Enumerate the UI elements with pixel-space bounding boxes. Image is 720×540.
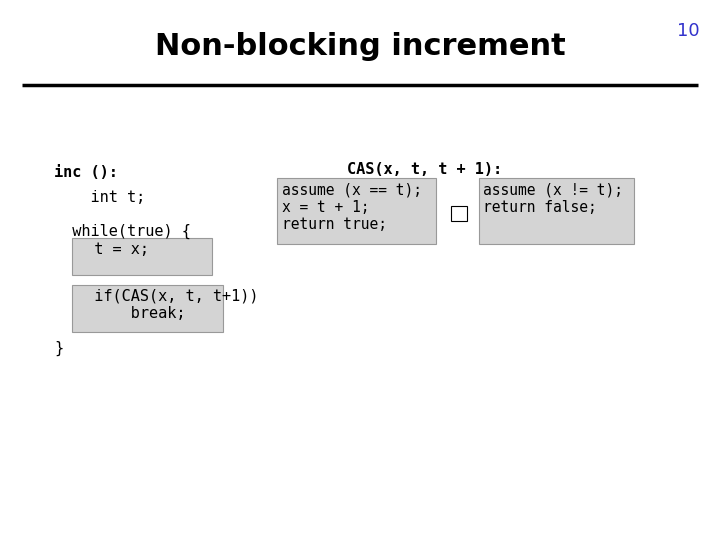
Text: inc ():: inc (): — [54, 165, 118, 180]
Text: while(true) {: while(true) { — [54, 224, 191, 239]
FancyBboxPatch shape — [72, 238, 212, 275]
Text: 10: 10 — [678, 22, 700, 39]
Text: assume (x != t);
return false;: assume (x != t); return false; — [483, 183, 623, 215]
FancyBboxPatch shape — [277, 178, 436, 244]
Text: assume (x == t);
x = t + 1;
return true;: assume (x == t); x = t + 1; return true; — [282, 183, 421, 232]
Text: }: } — [54, 341, 63, 356]
Text: t = x;: t = x; — [76, 242, 148, 257]
FancyBboxPatch shape — [479, 178, 634, 244]
Text: CAS(x, t, t + 1):: CAS(x, t, t + 1): — [347, 162, 503, 177]
FancyBboxPatch shape — [72, 285, 223, 332]
Text: int t;: int t; — [54, 190, 145, 205]
Text: Non-blocking increment: Non-blocking increment — [155, 32, 565, 62]
Text: if(CAS(x, t, t+1))
      break;: if(CAS(x, t, t+1)) break; — [76, 289, 258, 321]
FancyBboxPatch shape — [451, 206, 467, 221]
